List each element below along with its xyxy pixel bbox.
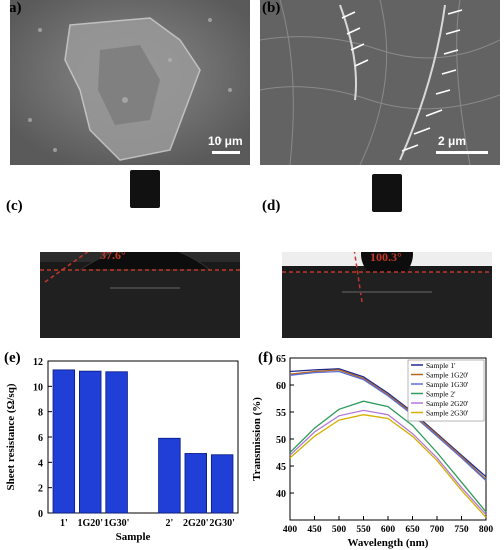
- x-axis-label: Wavelength (nm): [348, 537, 429, 549]
- scale-bar-b: [436, 151, 488, 154]
- x-tick-label: 2G20': [183, 518, 209, 529]
- y-tick-label: 6: [38, 433, 43, 444]
- x-tick-label: 400: [283, 525, 298, 535]
- sem-image-b: (b) 2 μm: [260, 0, 500, 165]
- x-tick-label: 2': [165, 518, 173, 529]
- series-line: [289, 369, 487, 480]
- syringe-needle-c: [130, 170, 160, 208]
- legend-label: Sample 1G30': [426, 380, 469, 389]
- sem-image-a: (a) 10 μm: [10, 0, 250, 165]
- x-tick-label: 1G30': [104, 518, 130, 529]
- x-axis-label: Sample: [116, 531, 151, 543]
- y-tick-label: 4: [38, 458, 43, 469]
- x-tick-label: 650: [405, 525, 420, 535]
- scale-bar-a: [212, 151, 240, 154]
- panel-label-f: (f): [258, 350, 273, 366]
- y-tick-label: 40: [276, 489, 286, 500]
- x-tick-label: 500: [332, 525, 347, 535]
- y-tick-label: 50: [276, 435, 286, 446]
- x-tick-label: 1': [60, 518, 68, 529]
- contact-angle-value-c: 37.6°: [100, 252, 126, 262]
- series-line: [289, 370, 487, 482]
- bar: [158, 437, 181, 514]
- x-tick-label: 1G20': [77, 518, 103, 529]
- series-line: [289, 414, 487, 518]
- panel-label-a: (a): [10, 0, 22, 16]
- bar: [210, 454, 234, 514]
- sheet-resistance-chart: 0 2 4 6 8 10 12 1' 1G20' 1G30' 2' 2G20' 2G30' Sample S…: [5, 357, 239, 543]
- scale-bar-label-a: 10 μm: [208, 134, 243, 148]
- bar: [79, 370, 102, 514]
- bar: [52, 369, 76, 514]
- transmission-chart: 40 45 50 55 60 65 400 450 500 550 600 650 700 750 800 S…: [251, 354, 494, 549]
- scale-bar-label-b: 2 μm: [438, 134, 467, 148]
- y-axis-label: Sheet resistance (Ω/sq): [5, 383, 17, 490]
- contact-angle-value-d: 100.3°: [370, 252, 402, 264]
- panel-label-b: (b): [262, 0, 281, 16]
- series-line: [289, 368, 487, 478]
- x-tick-label: 550: [356, 525, 371, 535]
- legend-label: Sample 2': [426, 390, 456, 399]
- syringe-needle-d: [372, 174, 402, 212]
- y-tick-label: 65: [276, 354, 286, 365]
- y-tick-label: 60: [276, 381, 286, 392]
- series-line: [289, 409, 487, 516]
- x-tick-label: 2G30': [209, 518, 235, 529]
- legend-label: Sample 1': [426, 361, 456, 370]
- y-tick-label: 10: [33, 382, 43, 393]
- panel-label-c: (c): [6, 198, 23, 214]
- x-tick-label: 750: [454, 525, 469, 535]
- sem-texture-a: [10, 0, 250, 165]
- droplet-d: [282, 252, 492, 338]
- y-tick-label: 8: [38, 408, 43, 419]
- x-tick-label: 700: [430, 525, 445, 535]
- droplet-c: [40, 252, 240, 338]
- x-tick-label: 600: [381, 525, 396, 535]
- panel-label-e: (e): [4, 350, 21, 366]
- x-tick-label: 800: [479, 525, 494, 535]
- legend-box: [407, 359, 485, 422]
- y-tick-label: 45: [276, 462, 286, 473]
- legend-label: Sample 2G20': [426, 399, 469, 408]
- x-tick-label: 450: [307, 525, 322, 535]
- panel-label-d: (d): [262, 198, 281, 214]
- y-tick-label: 12: [33, 357, 43, 368]
- y-axis-label: Transmission (%): [251, 397, 263, 481]
- sem-texture-b: [260, 0, 500, 165]
- y-tick-label: 2: [38, 484, 43, 495]
- contact-angle-image-d: 100.3°: [282, 252, 492, 338]
- y-tick-label: 55: [276, 408, 286, 419]
- legend-label: Sample 1G20': [426, 371, 469, 380]
- bar: [105, 371, 128, 514]
- bar: [184, 453, 207, 514]
- legend-label: Sample 2G30': [426, 409, 469, 418]
- plot-frame: [47, 360, 239, 514]
- contact-angle-image-c: 37.6°: [40, 252, 240, 338]
- y-tick-label: 0: [38, 509, 43, 520]
- series-line: [289, 400, 487, 513]
